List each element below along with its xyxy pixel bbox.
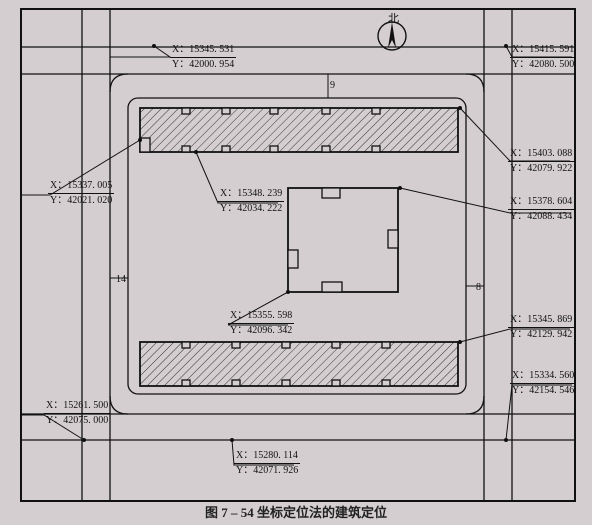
page: X：15345. 531 Y：42000. 954 X：15415. 591 Y… [0,0,592,525]
buildings [140,108,458,386]
dim-top: 9 [330,80,335,91]
north-label: 北 [388,10,399,26]
north-arrow [378,22,406,50]
drawing-sheet: X：15345. 531 Y：42000. 954 X：15415. 591 Y… [20,8,576,502]
site-plan-svg [22,10,574,500]
dim-left: 14 [116,274,126,285]
figure-caption: 图 7 – 54 坐标定位法的建筑定位 [0,502,592,521]
dim-right: 8 [476,282,481,293]
